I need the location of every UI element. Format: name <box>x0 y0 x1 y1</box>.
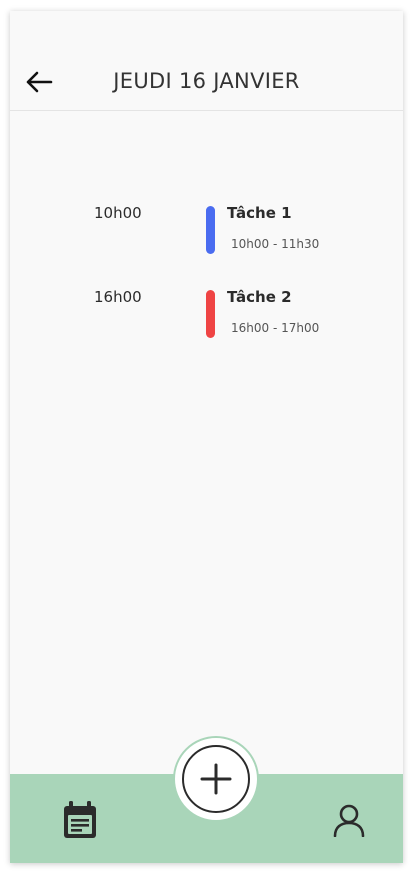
task-item[interactable]: 10h00 Tâche 1 10h00 - 11h30 <box>10 204 403 260</box>
back-button[interactable] <box>24 69 54 95</box>
calendar-icon <box>64 801 96 838</box>
header: JEUDI 16 JANVIER <box>10 11 403 111</box>
add-task-button[interactable] <box>182 745 250 813</box>
task-title: Tâche 1 <box>227 204 292 222</box>
task-time-range: 10h00 - 11h30 <box>231 237 320 251</box>
calendar-nav-button[interactable] <box>60 798 100 842</box>
task-item[interactable]: 16h00 Tâche 2 16h00 - 17h00 <box>10 288 403 344</box>
task-start-time: 10h00 <box>94 204 142 222</box>
page-title: JEUDI 16 JANVIER <box>113 69 300 93</box>
task-time-range: 16h00 - 17h00 <box>231 321 320 335</box>
app-screen: JEUDI 16 JANVIER 10h00 Tâche 1 10h00 - 1… <box>10 11 403 863</box>
profile-nav-button[interactable] <box>329 800 369 840</box>
arrow-left-icon <box>26 71 53 93</box>
task-color-bar <box>206 290 215 338</box>
task-color-bar <box>206 206 215 254</box>
user-icon <box>333 804 365 837</box>
task-start-time: 16h00 <box>94 288 142 306</box>
add-button-ring <box>173 736 259 822</box>
plus-icon <box>200 763 232 795</box>
task-title: Tâche 2 <box>227 288 292 306</box>
